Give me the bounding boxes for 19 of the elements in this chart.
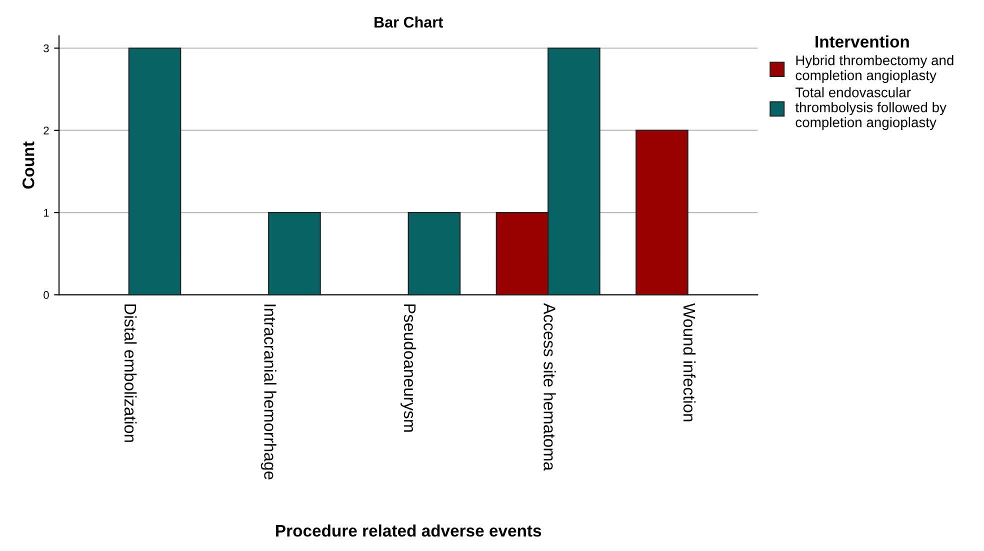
legend-label: Total endovascular thrombolysis followed by completion angioplasty (795, 87, 946, 130)
chart-title: Bar Chart (374, 16, 443, 28)
legend-title: Intervention (816, 35, 909, 48)
y-tick-label: 0 (44, 291, 49, 299)
x-tick-label: Intracranial hemorrhage (260, 304, 276, 480)
y-tick-label: 1 (44, 208, 49, 217)
x-tick-label: Wound infection (683, 303, 696, 422)
bar (408, 212, 461, 295)
x-tick-label: Distal embolization (124, 304, 137, 442)
y-axis-title: Count (22, 141, 34, 189)
x-tick-label: Pseudoaneurysm (400, 304, 416, 432)
y-tick-label: 2 (44, 126, 49, 134)
x-tick-label: Access site hematoma (544, 303, 556, 471)
y-tick-label: 3 (44, 44, 49, 52)
x-axis-title: Procedure related adverse events (276, 524, 542, 537)
bar (128, 48, 182, 295)
bar (268, 212, 321, 295)
legend-label: Hybrid thrombectomy and completion angioplasty (796, 55, 954, 83)
bar (636, 130, 688, 295)
